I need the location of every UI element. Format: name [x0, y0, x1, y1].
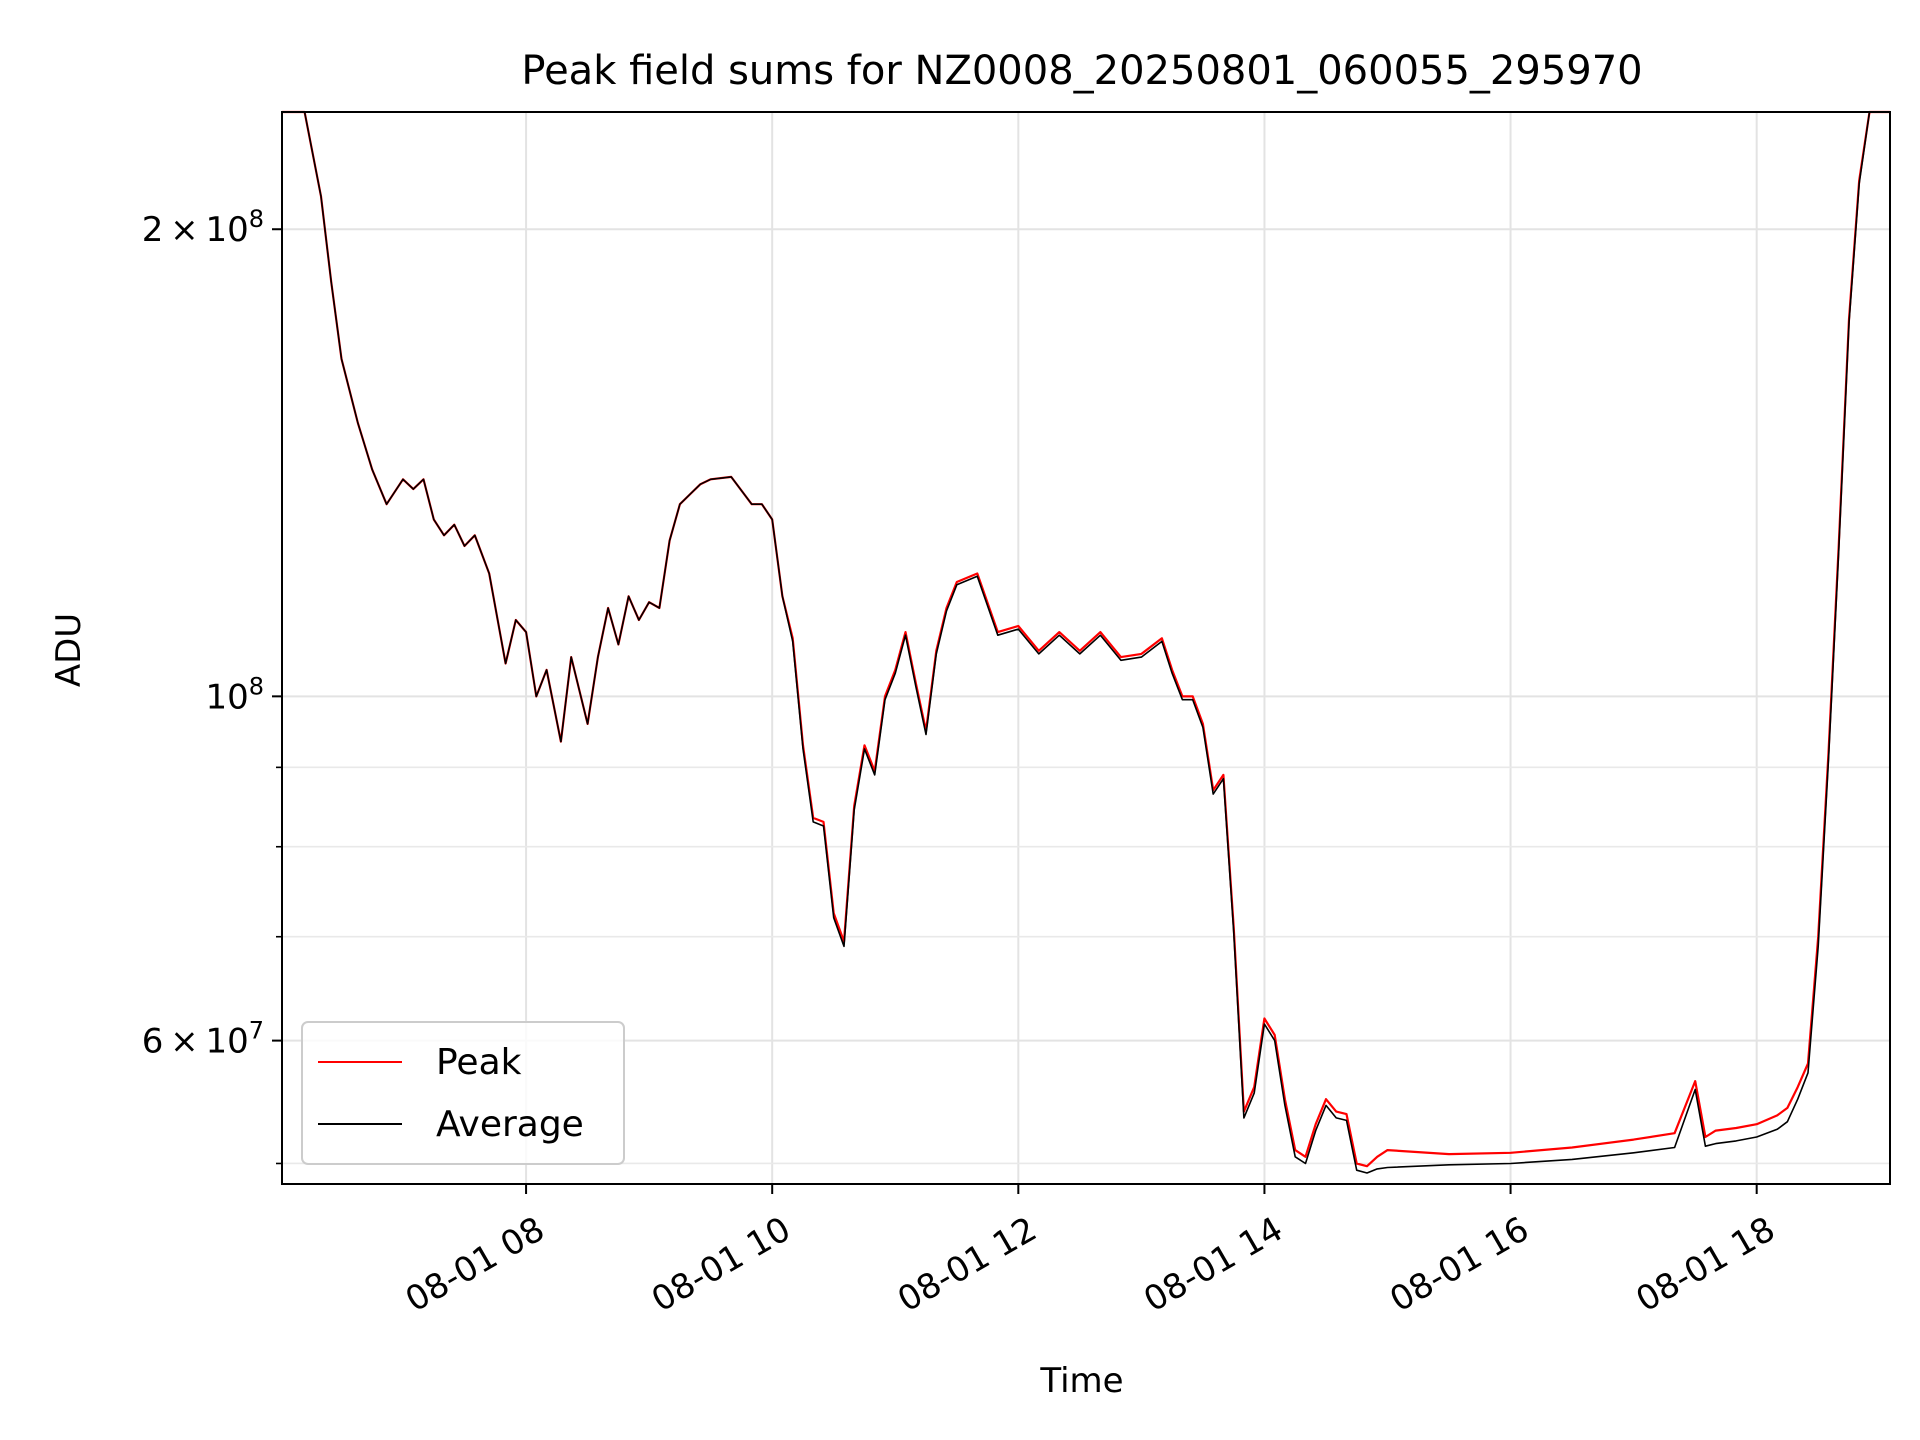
series-group: [282, 110, 1890, 1174]
legend: Peak Average: [301, 1021, 625, 1165]
y-axis-label: ADU: [49, 613, 89, 687]
y-axis: 2 × 108 108 6 × 107: [142, 205, 282, 1165]
x-axis-label: Time: [1039, 1361, 1123, 1401]
legend-label-average: Average: [436, 1104, 584, 1145]
y-tick-label: 2 × 108: [142, 205, 264, 250]
y-tick-label: 6 × 107: [142, 1017, 264, 1062]
legend-label-peak: Peak: [436, 1042, 522, 1083]
series-line-average: [282, 111, 1890, 1174]
chart-title: Peak field sums for NZ0008_20250801_0600…: [521, 48, 1642, 94]
legend-box: [301, 1021, 625, 1165]
plot-frame: [281, 111, 1891, 1185]
grid: [282, 112, 1890, 1184]
y-tick-label: 108: [205, 672, 264, 717]
